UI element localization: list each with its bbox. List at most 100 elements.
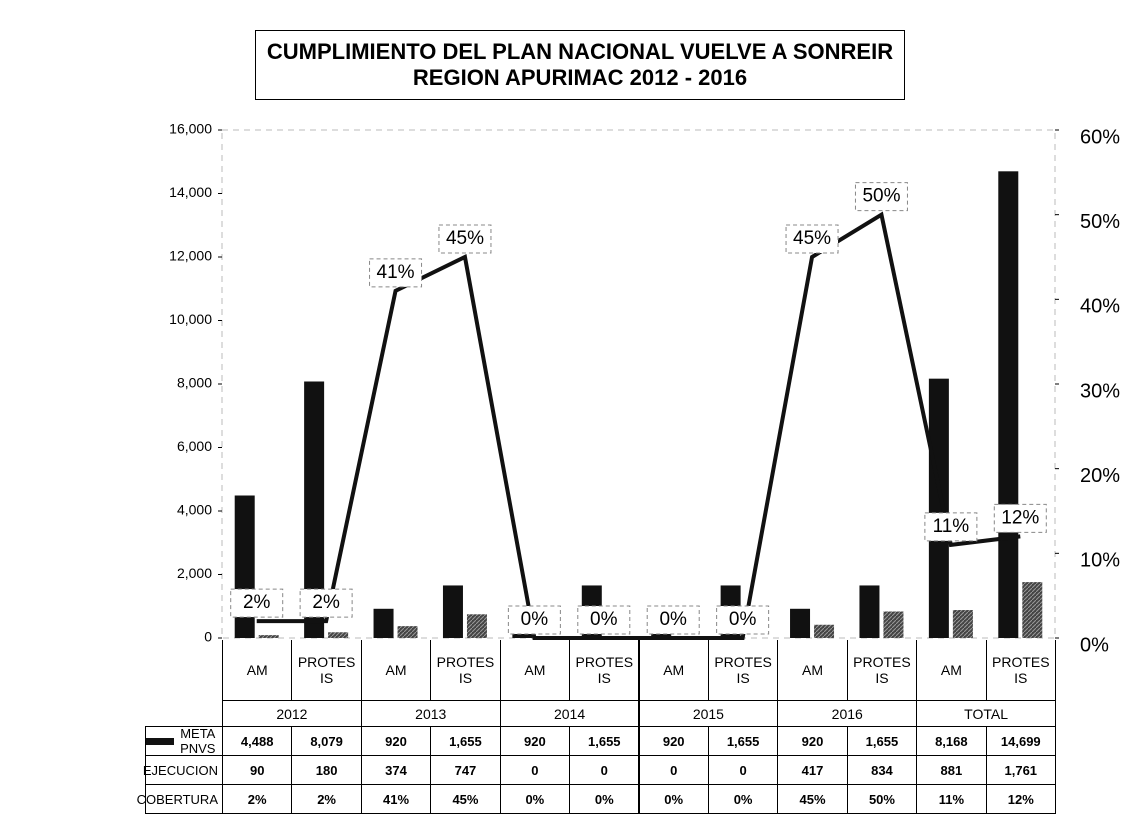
group-label: 2014 bbox=[499, 700, 640, 727]
data-label-box bbox=[507, 605, 561, 635]
x-tick-label: AM bbox=[916, 640, 987, 701]
table-cell: 920 bbox=[777, 726, 848, 756]
bar bbox=[304, 381, 325, 638]
legend-label: COBERTURA bbox=[136, 791, 218, 807]
table-cell: 920 bbox=[360, 726, 432, 756]
bar bbox=[397, 626, 418, 638]
group-label: 2016 bbox=[777, 700, 918, 727]
y2-tick-label: 60% bbox=[1080, 126, 1120, 148]
bar bbox=[466, 614, 487, 638]
bar bbox=[790, 608, 811, 638]
bar bbox=[373, 608, 394, 638]
group-label: 2013 bbox=[360, 700, 501, 727]
data-label-box bbox=[924, 512, 978, 542]
table-cell: 45% bbox=[430, 784, 501, 814]
table-cell: 11% bbox=[916, 784, 987, 814]
table-cell: 50% bbox=[846, 784, 918, 814]
x-tick-label: AM bbox=[360, 640, 432, 701]
table-cell: 2% bbox=[222, 784, 293, 814]
chart-title: CUMPLIMIENTO DEL PLAN NACIONAL VUELVE A … bbox=[266, 39, 894, 64]
group-label: 2012 bbox=[222, 700, 362, 727]
y-tick-label: 10,000 bbox=[169, 311, 212, 327]
x-tick-label: PROTES IS bbox=[569, 640, 640, 701]
y2-tick-label: 20% bbox=[1080, 465, 1120, 487]
table-cell: 1,655 bbox=[846, 726, 918, 756]
x-tick-label: PROTES IS bbox=[985, 640, 1056, 701]
bar bbox=[883, 611, 904, 638]
data-label-box bbox=[230, 588, 284, 618]
table-cell: 920 bbox=[638, 726, 709, 756]
table-cell: 0% bbox=[707, 784, 779, 814]
data-label-box bbox=[299, 588, 353, 618]
data-label-box bbox=[854, 182, 908, 212]
data-label: 0% bbox=[521, 609, 549, 630]
y2-tick-label: 50% bbox=[1080, 211, 1120, 233]
title-box: CUMPLIMIENTO DEL PLAN NACIONAL VUELVE A … bbox=[255, 30, 905, 100]
bar bbox=[328, 632, 349, 638]
x-tick-label: PROTES IS bbox=[707, 640, 779, 701]
table-cell: 920 bbox=[499, 726, 571, 756]
table-cell: 8,079 bbox=[291, 726, 362, 756]
table-cell: 4,488 bbox=[222, 726, 293, 756]
data-label-box bbox=[993, 503, 1047, 533]
bar bbox=[1022, 582, 1043, 638]
y-tick-label: 4,000 bbox=[177, 502, 212, 518]
chart-subtitle: REGION APURIMAC 2012 - 2016 bbox=[412, 65, 748, 90]
table-cell: 0% bbox=[569, 784, 640, 814]
data-label: 2% bbox=[312, 592, 340, 613]
y-tick-label: 0 bbox=[204, 629, 212, 645]
y2-tick-label: 40% bbox=[1080, 296, 1120, 318]
bar bbox=[859, 585, 880, 638]
x-tick-label: AM bbox=[499, 640, 571, 701]
x-tick-label: AM bbox=[222, 640, 293, 701]
table-cell: 0 bbox=[707, 755, 779, 785]
legend-cell: META PNVS bbox=[145, 726, 223, 756]
legend-cell: COBERTURA bbox=[137, 784, 223, 814]
data-label: 45% bbox=[446, 228, 484, 249]
y-tick-label: 14,000 bbox=[169, 184, 212, 200]
table-cell: 41% bbox=[360, 784, 432, 814]
bar bbox=[998, 171, 1019, 638]
table-cell: 417 bbox=[777, 755, 848, 785]
table-cell: 1,655 bbox=[430, 726, 501, 756]
x-tick-label: PROTES IS bbox=[291, 640, 362, 701]
table-cell: 180 bbox=[291, 755, 362, 785]
bar bbox=[442, 585, 463, 638]
x-tick-label: AM bbox=[638, 640, 709, 701]
table-cell: 2% bbox=[291, 784, 362, 814]
bar bbox=[928, 378, 949, 638]
data-label: 11% bbox=[933, 516, 970, 537]
group-label: 2015 bbox=[638, 700, 779, 727]
group-label: TOTAL bbox=[916, 700, 1056, 727]
legend-icon bbox=[146, 737, 174, 745]
table-cell: 1,761 bbox=[985, 755, 1056, 785]
y-tick-label: 6,000 bbox=[177, 438, 212, 454]
y2-tick-label: 10% bbox=[1080, 550, 1120, 572]
table-cell: 12% bbox=[985, 784, 1056, 814]
table-cell: 374 bbox=[360, 755, 432, 785]
x-tick-label: AM bbox=[777, 640, 848, 701]
data-label: 0% bbox=[590, 609, 618, 630]
data-label-box bbox=[577, 605, 631, 635]
y2-tick-label: 30% bbox=[1080, 380, 1120, 402]
legend-label: META PNVS bbox=[180, 726, 216, 756]
table-cell: 0 bbox=[499, 755, 571, 785]
table-cell: 90 bbox=[222, 755, 293, 785]
data-label: 41% bbox=[377, 262, 415, 283]
data-label: 50% bbox=[862, 186, 900, 207]
x-tick-label: PROTES IS bbox=[430, 640, 501, 701]
data-label: 0% bbox=[729, 609, 757, 630]
bar bbox=[258, 635, 279, 638]
legend-label: EJECUCION bbox=[142, 762, 218, 778]
table-cell: 747 bbox=[430, 755, 501, 785]
legend-cell: EJECUCION bbox=[142, 755, 223, 785]
y-tick-label: 16,000 bbox=[169, 121, 212, 137]
y-tick-label: 8,000 bbox=[177, 375, 212, 391]
bar bbox=[814, 624, 835, 638]
data-label-box bbox=[785, 224, 839, 254]
data-label: 45% bbox=[793, 228, 831, 249]
table-cell: 0% bbox=[499, 784, 571, 814]
table-cell: 1,655 bbox=[569, 726, 640, 756]
data-label-box bbox=[716, 605, 770, 635]
